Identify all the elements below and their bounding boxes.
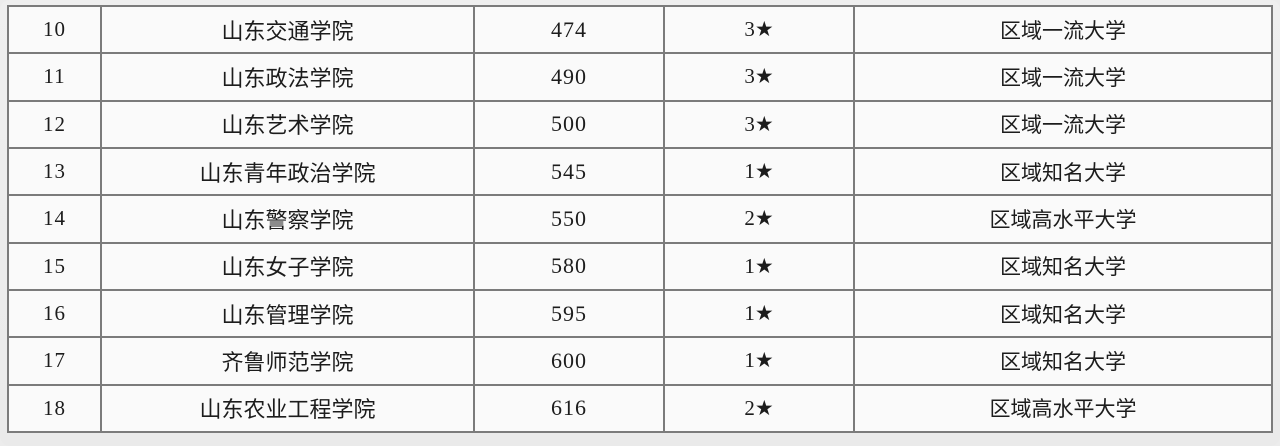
- tier-cell: 区域一流大学: [853, 52, 1273, 102]
- star-rating-cell: 2★: [663, 194, 855, 244]
- table-row: 10 山东交通学院 474 3★ 区域一流大学: [7, 4, 1273, 55]
- star-rating-cell: 3★: [663, 4, 855, 55]
- star-rating-cell: 1★: [663, 336, 855, 386]
- star-rating-cell: 3★: [663, 52, 855, 102]
- score-cell: 545: [473, 146, 665, 197]
- university-ranking-table: 10 山东交通学院 474 3★ 区域一流大学 11 山东政法学院 490 3★…: [7, 4, 1273, 434]
- table-row: 14 山东警察学院 550 2★ 区域高水平大学: [7, 194, 1273, 244]
- score-cell: 500: [473, 99, 665, 149]
- table-row: 17 齐鲁师范学院 600 1★ 区域知名大学: [7, 336, 1273, 386]
- rank-cell: 18: [7, 383, 102, 434]
- university-name-cell: 山东女子学院: [100, 241, 475, 291]
- university-name-cell: 山东交通学院: [100, 4, 475, 55]
- star-rating-cell: 1★: [663, 241, 855, 291]
- rank-cell: 10: [7, 4, 102, 55]
- table-row: 12 山东艺术学院 500 3★ 区域一流大学: [7, 99, 1273, 149]
- score-cell: 474: [473, 4, 665, 55]
- rank-cell: 11: [7, 52, 102, 102]
- table-row: 13 山东青年政治学院 545 1★ 区域知名大学: [7, 146, 1273, 197]
- score-cell: 600: [473, 336, 665, 386]
- university-name-cell: 山东艺术学院: [100, 99, 475, 149]
- score-cell: 616: [473, 383, 665, 434]
- rank-cell: 14: [7, 194, 102, 244]
- university-name-cell: 山东青年政治学院: [100, 146, 475, 197]
- rank-cell: 12: [7, 99, 102, 149]
- tier-cell: 区域知名大学: [853, 336, 1273, 386]
- star-rating-cell: 2★: [663, 383, 855, 434]
- table-row: 15 山东女子学院 580 1★ 区域知名大学: [7, 241, 1273, 291]
- table-row: 18 山东农业工程学院 616 2★ 区域高水平大学: [7, 383, 1273, 434]
- rank-cell: 13: [7, 146, 102, 197]
- rank-cell: 17: [7, 336, 102, 386]
- tier-cell: 区域高水平大学: [853, 194, 1273, 244]
- tier-cell: 区域高水平大学: [853, 383, 1273, 434]
- score-cell: 490: [473, 52, 665, 102]
- university-name-cell: 齐鲁师范学院: [100, 336, 475, 386]
- table-body: 10 山东交通学院 474 3★ 区域一流大学 11 山东政法学院 490 3★…: [7, 4, 1273, 434]
- university-name-cell: 山东农业工程学院: [100, 383, 475, 434]
- score-cell: 580: [473, 241, 665, 291]
- star-rating-cell: 1★: [663, 146, 855, 197]
- table-row: 11 山东政法学院 490 3★ 区域一流大学: [7, 52, 1273, 102]
- university-name-cell: 山东政法学院: [100, 52, 475, 102]
- tier-cell: 区域一流大学: [853, 4, 1273, 55]
- tier-cell: 区域知名大学: [853, 241, 1273, 291]
- star-rating-cell: 3★: [663, 99, 855, 149]
- tier-cell: 区域知名大学: [853, 146, 1273, 197]
- rank-cell: 15: [7, 241, 102, 291]
- tier-cell: 区域知名大学: [853, 288, 1273, 339]
- tier-cell: 区域一流大学: [853, 99, 1273, 149]
- university-name-cell: 山东警察学院: [100, 194, 475, 244]
- score-cell: 550: [473, 194, 665, 244]
- university-name-cell: 山东管理学院: [100, 288, 475, 339]
- star-rating-cell: 1★: [663, 288, 855, 339]
- table-row: 16 山东管理学院 595 1★ 区域知名大学: [7, 288, 1273, 339]
- score-cell: 595: [473, 288, 665, 339]
- rank-cell: 16: [7, 288, 102, 339]
